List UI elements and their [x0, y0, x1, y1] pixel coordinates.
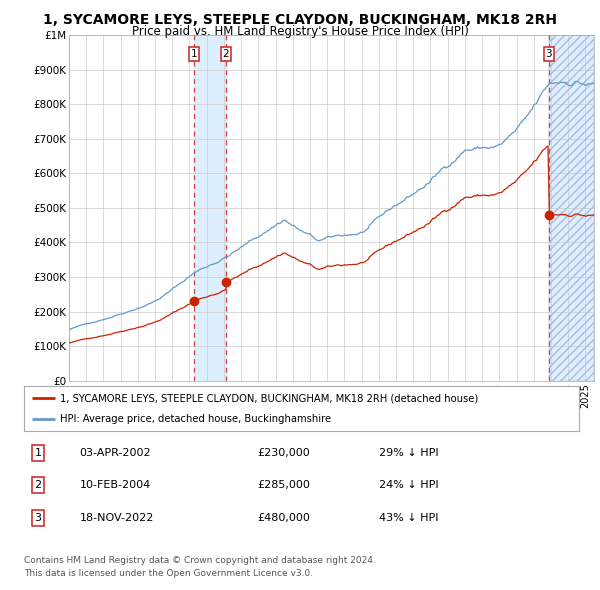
Text: 1, SYCAMORE LEYS, STEEPLE CLAYDON, BUCKINGHAM, MK18 2RH: 1, SYCAMORE LEYS, STEEPLE CLAYDON, BUCKI… — [43, 13, 557, 27]
Text: 03-APR-2002: 03-APR-2002 — [79, 448, 151, 458]
Text: 43% ↓ HPI: 43% ↓ HPI — [379, 513, 439, 523]
Text: 1, SYCAMORE LEYS, STEEPLE CLAYDON, BUCKINGHAM, MK18 2RH (detached house): 1, SYCAMORE LEYS, STEEPLE CLAYDON, BUCKI… — [60, 394, 478, 404]
Text: This data is licensed under the Open Government Licence v3.0.: This data is licensed under the Open Gov… — [24, 569, 313, 578]
Text: £285,000: £285,000 — [257, 480, 310, 490]
Text: 10-FEB-2004: 10-FEB-2004 — [79, 480, 151, 490]
Text: Contains HM Land Registry data © Crown copyright and database right 2024.: Contains HM Land Registry data © Crown c… — [24, 556, 376, 565]
Text: £230,000: £230,000 — [257, 448, 310, 458]
Text: 18-NOV-2022: 18-NOV-2022 — [79, 513, 154, 523]
Text: £480,000: £480,000 — [257, 513, 310, 523]
Text: 3: 3 — [34, 513, 41, 523]
Text: 1: 1 — [34, 448, 41, 458]
Text: 3: 3 — [545, 49, 552, 59]
Text: 24% ↓ HPI: 24% ↓ HPI — [379, 480, 439, 490]
Text: Price paid vs. HM Land Registry's House Price Index (HPI): Price paid vs. HM Land Registry's House … — [131, 25, 469, 38]
Bar — [549, 35, 594, 381]
Text: 2: 2 — [223, 49, 229, 59]
Text: 29% ↓ HPI: 29% ↓ HPI — [379, 448, 439, 458]
Text: HPI: Average price, detached house, Buckinghamshire: HPI: Average price, detached house, Buck… — [60, 414, 331, 424]
Text: 2: 2 — [34, 480, 41, 490]
Bar — [194, 35, 226, 381]
Text: 1: 1 — [190, 49, 197, 59]
Bar — [549, 35, 594, 381]
